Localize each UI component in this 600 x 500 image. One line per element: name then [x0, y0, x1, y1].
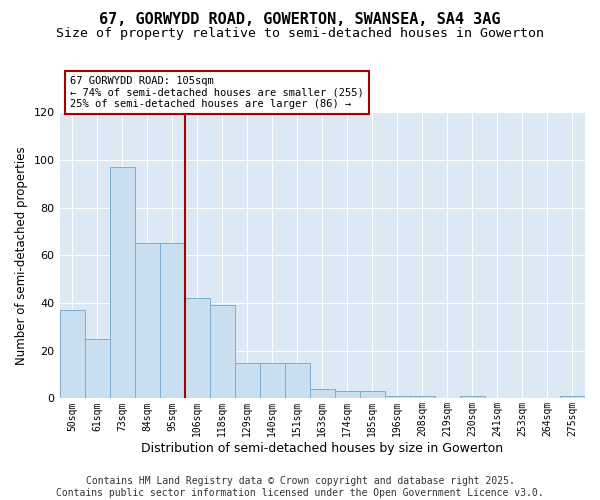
Bar — [160, 244, 185, 398]
Bar — [285, 362, 310, 398]
Bar — [59, 310, 85, 398]
Text: 67 GORWYDD ROAD: 105sqm
← 74% of semi-detached houses are smaller (255)
25% of s: 67 GORWYDD ROAD: 105sqm ← 74% of semi-de… — [70, 76, 364, 109]
Bar — [385, 396, 410, 398]
Bar — [85, 339, 110, 398]
Bar — [110, 167, 134, 398]
Bar — [134, 244, 160, 398]
Bar — [460, 396, 485, 398]
Bar — [310, 389, 335, 398]
Bar — [360, 392, 385, 398]
Y-axis label: Number of semi-detached properties: Number of semi-detached properties — [15, 146, 28, 364]
Text: Contains HM Land Registry data © Crown copyright and database right 2025.
Contai: Contains HM Land Registry data © Crown c… — [56, 476, 544, 498]
Bar — [335, 392, 360, 398]
Bar — [185, 298, 209, 398]
Text: 67, GORWYDD ROAD, GOWERTON, SWANSEA, SA4 3AG: 67, GORWYDD ROAD, GOWERTON, SWANSEA, SA4… — [99, 12, 501, 28]
Text: Size of property relative to semi-detached houses in Gowerton: Size of property relative to semi-detach… — [56, 28, 544, 40]
Bar — [410, 396, 435, 398]
Bar — [235, 362, 260, 398]
Bar — [209, 306, 235, 398]
Bar — [560, 396, 585, 398]
X-axis label: Distribution of semi-detached houses by size in Gowerton: Distribution of semi-detached houses by … — [141, 442, 503, 455]
Bar — [260, 362, 285, 398]
